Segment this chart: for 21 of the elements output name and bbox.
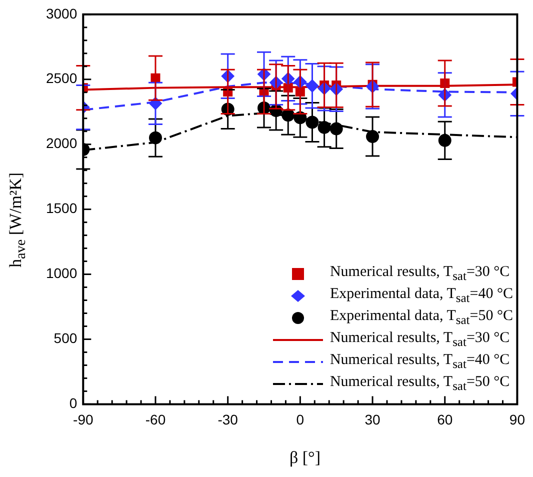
- legend-label: Numerical results, T$_{sat}$=30 °C: [330, 264, 510, 284]
- y-tick-label: 2500: [46, 70, 78, 86]
- y-tick-label: 1500: [46, 200, 78, 216]
- legend-label: Numerical results, T$_{sat}$=50 °C: [330, 374, 510, 394]
- y-tick-label: 1000: [46, 265, 78, 282]
- x-tick-label: -60: [145, 411, 166, 428]
- y-tick-label: 2000: [46, 135, 78, 152]
- legend-label: Numerical results, T$_{sat}$=30 °C: [330, 330, 510, 350]
- x-tick-label: 90: [509, 411, 526, 428]
- x-tick-label: -30: [218, 411, 238, 428]
- legend-label: Experimental data, T$_{sat}$=40 °C: [330, 286, 513, 306]
- legend-label: Experimental data, T$_{sat}$=50 °C: [330, 308, 513, 328]
- y-tick-label: 0: [69, 395, 78, 412]
- x-axis-title: β [°]: [289, 448, 321, 468]
- legend-label: Numerical results, T$_{sat}$=40 °C: [330, 352, 510, 372]
- x-tick-label: 0: [296, 411, 304, 428]
- y-tick-label: 3000: [46, 5, 78, 22]
- x-tick-label: 60: [437, 411, 453, 428]
- y-tick-label: 500: [54, 330, 78, 346]
- x-tick-label: 30: [364, 411, 381, 428]
- x-tick-label: -90: [73, 411, 94, 428]
